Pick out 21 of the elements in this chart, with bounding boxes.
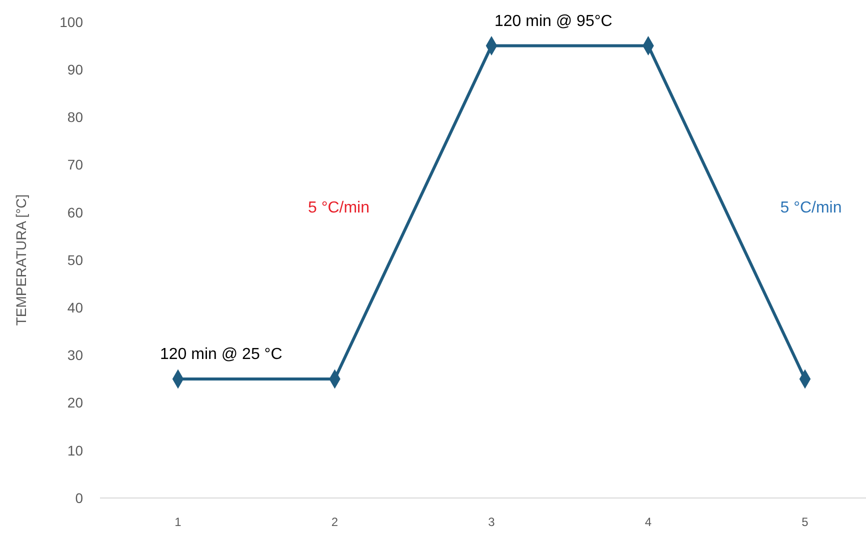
y-tick-label: 0 bbox=[75, 490, 84, 506]
y-tick-label: 20 bbox=[67, 394, 84, 411]
y-axis-title: TEMPERATURA [°C] bbox=[13, 194, 29, 326]
annotation: 5 °C/min bbox=[780, 199, 842, 216]
y-tick-label: 80 bbox=[67, 109, 84, 126]
x-tick-label: 2 bbox=[331, 515, 338, 529]
y-tick-label: 100 bbox=[60, 14, 84, 30]
y-tick-label: 50 bbox=[67, 252, 84, 268]
x-tick-label: 5 bbox=[802, 515, 809, 529]
y-tick-label: 10 bbox=[67, 442, 84, 458]
x-tick-label: 3 bbox=[488, 515, 496, 529]
y-tick-label: 90 bbox=[67, 62, 84, 78]
y-tick-label: 60 bbox=[67, 204, 84, 220]
annotation: 120 min @ 25 °C bbox=[160, 346, 282, 363]
annotation: 5 °C/min bbox=[308, 199, 370, 216]
annotation: 120 min @ 95°C bbox=[494, 12, 612, 30]
y-tick-label: 70 bbox=[67, 156, 84, 173]
x-tick-label: 1 bbox=[174, 515, 182, 529]
x-tick-label: 4 bbox=[644, 515, 652, 529]
y-tick-label: 40 bbox=[67, 300, 84, 316]
y-tick-label: 30 bbox=[67, 347, 84, 364]
